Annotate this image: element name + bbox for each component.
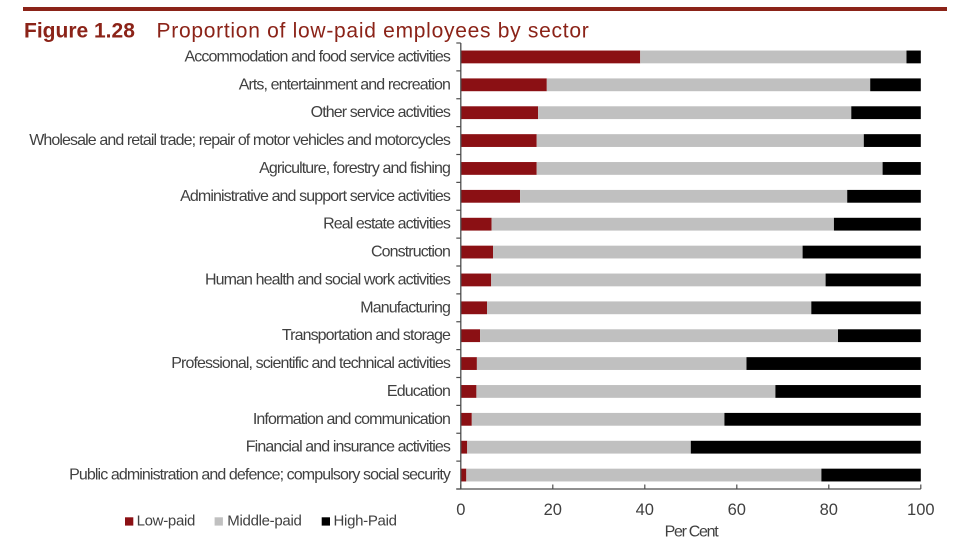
svg-text:40: 40: [636, 501, 654, 519]
svg-text:Construction: Construction: [371, 244, 450, 261]
svg-text:Accommodation and food service: Accommodation and food service activitie…: [185, 48, 451, 65]
svg-text:Per Cent: Per Cent: [665, 524, 720, 541]
svg-text:Public administration and defe: Public administration and defence; compu…: [69, 467, 451, 484]
svg-text:100: 100: [907, 501, 935, 519]
svg-text:Middle-paid: Middle-paid: [227, 513, 301, 530]
svg-text:High-Paid: High-Paid: [334, 513, 397, 530]
svg-text:Low-paid: Low-paid: [137, 513, 195, 530]
svg-text:Wholesale and retail trade; re: Wholesale and retail trade; repair of mo…: [29, 132, 451, 149]
svg-text:Information and communication: Information and communication: [253, 411, 450, 428]
svg-text:Education: Education: [387, 383, 450, 400]
svg-text:Arts, entertainment and recrea: Arts, entertainment and recreation: [239, 76, 450, 93]
svg-text:Manufacturing: Manufacturing: [360, 299, 450, 316]
svg-text:Professional, scientific and t: Professional, scientific and technical a…: [171, 355, 451, 372]
svg-text:Agriculture, forestry and fish: Agriculture, forestry and fishing: [259, 160, 450, 177]
svg-text:Figure 1.28: Figure 1.28: [24, 20, 135, 43]
svg-text:Real estate activities: Real estate activities: [323, 216, 451, 233]
svg-text:0: 0: [456, 501, 465, 519]
svg-text:Human health and social work a: Human health and social work activities: [205, 271, 451, 288]
svg-text:80: 80: [820, 501, 838, 519]
svg-text:Administrative and support ser: Administrative and support service activ…: [180, 188, 451, 205]
svg-text:Transportation and storage: Transportation and storage: [282, 327, 451, 344]
svg-text:Other service activities: Other service activities: [311, 104, 451, 121]
svg-text:Financial and insurance activi: Financial and insurance activities: [246, 439, 451, 456]
svg-text:Proportion of low-paid employe: Proportion of low-paid employees by sect…: [157, 20, 590, 43]
svg-text:20: 20: [544, 501, 562, 519]
svg-text:60: 60: [728, 501, 746, 519]
